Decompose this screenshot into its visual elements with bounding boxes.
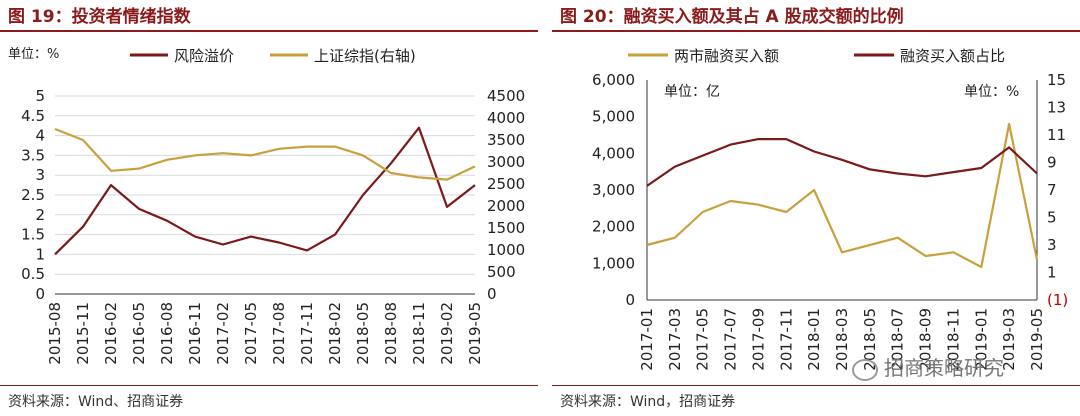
right-source: 资料来源：Wind，招商证券 [560, 394, 736, 410]
y2-tick-label: 1500 [487, 219, 525, 237]
y2-tick-label: 2000 [487, 197, 525, 215]
unit-label-right: 单位：% [964, 84, 1019, 100]
y2-tick-label: 7 [1047, 181, 1057, 199]
left-chart-svg: 0 0.5 11.5 2 2.5 3 3.54 4.5 5 0 500 1000 1500 2000 250… [8, 47, 525, 365]
x-tick-label: 2017-11 [777, 308, 795, 371]
y2-tick-label: 1 [1047, 264, 1057, 282]
y-tick-label: 1,000 [592, 254, 635, 272]
unit-label-left: 单位：亿 [664, 84, 720, 100]
x-tick-label: 2018-07 [889, 308, 907, 371]
x-tick-label: 2018-05 [861, 308, 879, 371]
x-tick-label: 2017-02 [214, 302, 232, 365]
y2-tick-label: 5 [1047, 209, 1057, 227]
y2-tick-label: 11 [1047, 126, 1066, 144]
x-tick-label: 2018-08 [382, 302, 400, 365]
y-tick-label: 0 [35, 285, 45, 303]
x-tick-label: 2018-11 [944, 308, 962, 371]
x-tick-label: 2017-05 [242, 302, 260, 365]
y-tick-label: 2 [35, 206, 45, 224]
watermark-text: 招商策略研究 [884, 356, 1004, 380]
x-tick-label: 2017-11 [298, 302, 316, 365]
y-tick-label: 3 [35, 166, 45, 184]
x-tick-label: 2017-09 [749, 308, 767, 371]
y-tick-label: 2,000 [592, 218, 635, 236]
unit-label: 单位：% [8, 47, 59, 62]
y2-tick-label: 9 [1047, 154, 1057, 172]
legend-label-1: 上证综指(右轴) [314, 47, 416, 65]
y2-tick-label: 3000 [487, 153, 525, 171]
x-tick-label: 2016-08 [158, 302, 176, 365]
y-tick-label: 1.5 [21, 226, 45, 244]
x-tick-label: 2017-08 [270, 302, 288, 365]
y-tick-label: 4,000 [592, 144, 635, 162]
y2-tick-label: 3500 [487, 131, 525, 149]
y-tick-label: 3,000 [592, 181, 635, 199]
y2-tick-label: 2500 [487, 175, 525, 193]
x-tick-label: 2019-05 [1028, 308, 1046, 371]
x-tick-label: 2016-02 [102, 302, 120, 365]
series-line-1 [646, 138, 1038, 187]
y-tick-label: 1 [35, 245, 45, 263]
y2-tick-label: 15 [1047, 71, 1066, 89]
right-chart-panel: 图 20：融资买入额及其占 A 股成交额的比例 0 1,000 2,000 3,000… [552, 0, 1080, 416]
right-source-rule [552, 385, 1080, 386]
y-tick-label: 5 [35, 87, 45, 105]
x-tick-label: 2019-05 [466, 302, 484, 365]
watermark: 招商策略研究 [852, 352, 1004, 381]
right-chart-svg: 01,0002,0003,0004,0005,0006,000(1)135791… [592, 47, 1068, 371]
y-tick-label: 4 [35, 127, 45, 145]
y2-tick-label: 4500 [487, 87, 525, 105]
x-tick-label: 2017-07 [722, 308, 740, 371]
x-tick-label: 2016-11 [186, 302, 204, 365]
x-tick-label: 2018-03 [833, 308, 851, 371]
y2-tick-label: 4000 [487, 109, 525, 127]
y2-tick-label: 0 [487, 285, 497, 303]
wechat-icon [852, 358, 878, 381]
y2-tick-label: 13 [1047, 99, 1066, 117]
legend-label-1: 融资买入额占比 [900, 47, 1005, 65]
y2-tick-label: 500 [487, 263, 516, 281]
x-tick-label: 2019-02 [438, 302, 456, 365]
x-tick-label: 2016-05 [130, 302, 148, 365]
y-tick-label: 0 [625, 291, 635, 309]
x-tick-label: 2015-11 [74, 302, 92, 365]
y-tick-label: 4.5 [21, 107, 45, 125]
y-tick-label: 2.5 [21, 186, 45, 204]
left-source-rule [0, 385, 538, 386]
left-title-rule [0, 30, 538, 32]
left-chart-title: 图 19：投资者情绪指数 [8, 7, 191, 27]
left-chart-panel: 图 19：投资者情绪指数 0 0.5 1 1.5 2 2.5 3 3.5 4 4.5 5 0 500 10… [0, 0, 538, 416]
x-tick-label: 2017-01 [638, 308, 656, 371]
x-tick-label: 2018-02 [326, 302, 344, 365]
y-tick-label: 5,000 [592, 108, 635, 126]
x-tick-label: 2018-09 [917, 308, 935, 371]
x-tick-label: 2015-08 [46, 302, 64, 365]
series-line-0 [646, 122, 1039, 269]
right-chart-title: 图 20：融资买入额及其占 A 股成交额的比例 [560, 7, 904, 27]
x-tick-label: 2018-05 [354, 302, 372, 365]
legend-label-0: 两市融资买入额 [674, 47, 779, 65]
series-line-0 [54, 126, 476, 256]
y-tick-label: 3.5 [21, 146, 45, 164]
y-tick-label: 6,000 [592, 71, 635, 89]
x-tick-label: 2017-05 [694, 308, 712, 371]
y2-tick-label: (1) [1047, 291, 1068, 309]
legend-label-0: 风险溢价 [174, 47, 234, 65]
left-source: 资料来源：Wind、招商证券 [8, 394, 184, 410]
y2-tick-label: 3 [1047, 236, 1057, 254]
y-tick-label: 0.5 [21, 265, 45, 283]
x-tick-label: 2019-01 [972, 308, 990, 371]
x-tick-label: 2019-03 [1000, 308, 1018, 371]
x-tick-label: 2018-01 [805, 308, 823, 371]
series-line-1 [54, 127, 476, 181]
right-title-rule [552, 30, 1080, 32]
x-tick-label: 2017-03 [666, 308, 684, 371]
x-tick-label: 2018-11 [410, 302, 428, 365]
y2-tick-label: 1000 [487, 241, 525, 259]
